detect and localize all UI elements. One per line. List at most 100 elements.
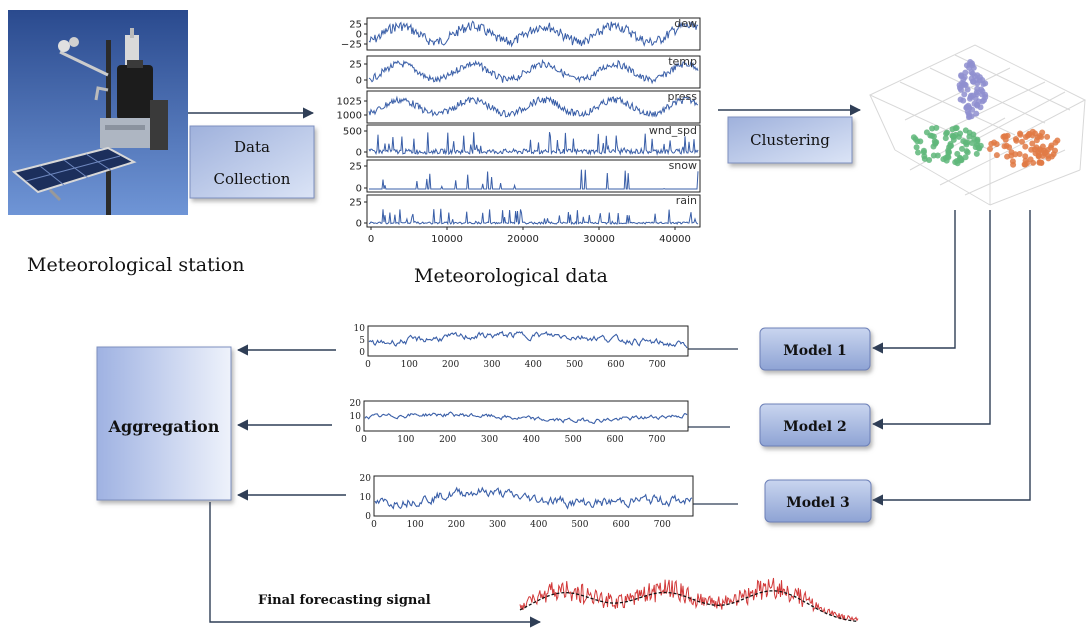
met-ytick-label: −25: [341, 40, 362, 51]
cluster-point: [974, 80, 981, 87]
cluster-point: [926, 157, 933, 163]
aggregation-box: [96, 346, 232, 501]
cluster-point: [993, 152, 1000, 159]
model-xtick-label: 0: [361, 435, 367, 445]
cluster-point: [1039, 143, 1046, 150]
model-ytick-label: 0: [359, 348, 365, 358]
cluster-point: [1048, 153, 1055, 160]
met-ytick-label: 0: [356, 148, 362, 159]
cluster-point: [915, 149, 921, 156]
arrow-3d-to-model1: [871, 210, 956, 354]
cluster-point: [971, 73, 978, 80]
met-ytick-label: 1000: [337, 111, 362, 122]
aggregation-label: Aggregation: [108, 417, 220, 436]
met-panel-snow: snow 25 0: [349, 159, 701, 195]
cluster-point: [966, 114, 972, 121]
weather-station-photo: [8, 10, 188, 215]
cluster-point: [1012, 151, 1019, 158]
cluster-point: [923, 129, 930, 136]
model-ytick-label: 10: [354, 324, 366, 334]
met-xtick-label: 20000: [507, 234, 539, 245]
cluster-point: [958, 157, 965, 164]
cluster-point: [953, 158, 960, 164]
met-panel-label: dew: [674, 17, 697, 30]
model-series-3: [374, 486, 693, 510]
cluster-point: [1038, 160, 1045, 166]
cluster-point: [1002, 133, 1009, 140]
met-xtick-label: 30000: [583, 234, 615, 245]
cluster-point: [957, 130, 964, 137]
cluster-point: [979, 77, 986, 83]
cluster-point: [1028, 146, 1035, 153]
cluster-point: [929, 132, 935, 139]
met-panel-label: snow: [669, 159, 697, 172]
met-ytick-label: 25: [349, 162, 362, 173]
model-xtick-label: 200: [439, 435, 456, 445]
met-panel-rain: rain 25 0: [349, 194, 701, 230]
cluster-point: [962, 154, 969, 161]
cluster-point: [1033, 137, 1040, 144]
model-xtick-label: 700: [654, 520, 671, 530]
model1-box: [759, 327, 871, 371]
model-xtick-label: 700: [648, 435, 665, 445]
met-panel-label: rain: [676, 194, 697, 207]
final-forecasting-signal-plot: [519, 577, 859, 623]
model2-label: Model 2: [783, 419, 846, 435]
model-ytick-label: 10: [350, 412, 362, 422]
cluster-point: [914, 138, 921, 145]
cluster-point: [1054, 137, 1061, 144]
met-panel-label: temp: [668, 55, 697, 68]
met-xtick-label: 40000: [659, 234, 691, 245]
cluster-point: [932, 140, 939, 147]
model-ytick-label: 0: [365, 512, 371, 522]
met-series-wnd_spd: [368, 131, 699, 156]
cluster-point: [1004, 153, 1011, 160]
model-xtick-label: 300: [481, 435, 498, 445]
model-xtick-label: 400: [525, 360, 542, 370]
cluster-point: [963, 141, 970, 148]
cluster-point: [963, 148, 970, 155]
model-xtick-label: 600: [613, 520, 630, 530]
model-xtick-label: 0: [371, 520, 377, 530]
met-series-rain: [368, 208, 699, 226]
met-data-caption: Meteorological data: [414, 265, 608, 287]
cluster-point: [987, 146, 993, 152]
cluster-point: [1022, 153, 1029, 160]
model-xtick-label: 200: [448, 520, 465, 530]
cluster-point: [1022, 143, 1029, 150]
cluster-point: [930, 152, 937, 159]
cluster-point: [933, 124, 940, 131]
met-ytick-label: 25: [349, 60, 362, 71]
cluster-point: [991, 139, 998, 146]
cluster-point: [1043, 149, 1049, 156]
cluster-point: [960, 97, 967, 104]
cluster-point: [977, 142, 984, 149]
final-signal-label: Final forecasting signal: [258, 593, 431, 608]
met-ytick-label: 0: [356, 76, 362, 87]
cluster-point: [964, 86, 971, 93]
met-panel-dew: dew 250−25: [341, 17, 701, 51]
cluster-point: [1029, 128, 1036, 135]
cluster-point: [959, 82, 966, 89]
met-ytick-label: 0: [356, 30, 362, 41]
cluster-point: [943, 157, 950, 164]
cluster-point: [1022, 157, 1029, 164]
model2-box: [759, 403, 871, 447]
clustering-label: Clustering: [750, 131, 830, 149]
model-xtick-label: 400: [523, 435, 540, 445]
cluster-point: [971, 100, 978, 107]
cluster-point: [973, 110, 980, 117]
model-xtick-label: 0: [365, 360, 371, 370]
met-xtick-label: 0: [368, 234, 374, 245]
model-series-2: [364, 411, 688, 425]
cluster-point: [954, 150, 961, 157]
met-ytick-label: 0: [356, 219, 362, 230]
cluster-point: [973, 150, 980, 157]
cluster-point: [971, 135, 978, 142]
met-ytick-label: 25: [349, 20, 362, 31]
model-xtick-label: 100: [407, 520, 424, 530]
cluster-point: [961, 74, 968, 81]
met-panel-temp: temp 25 0: [349, 55, 701, 89]
met-series-dew: [368, 20, 699, 48]
